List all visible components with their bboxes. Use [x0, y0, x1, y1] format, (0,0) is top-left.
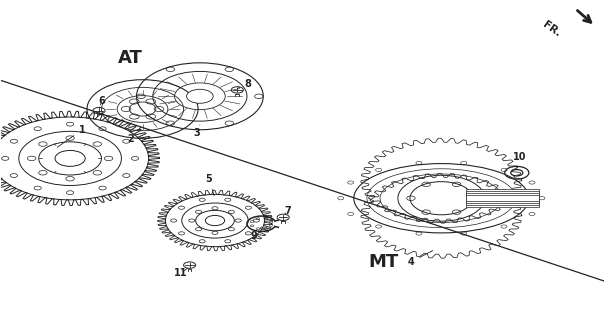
Circle shape: [129, 102, 156, 116]
Text: 10: 10: [513, 152, 526, 168]
Text: 11: 11: [174, 268, 188, 278]
Text: FR.: FR.: [540, 20, 562, 39]
Text: 2: 2: [127, 127, 141, 144]
Text: 7: 7: [284, 206, 291, 216]
Text: 1: 1: [57, 125, 85, 147]
Text: 9: 9: [251, 227, 261, 242]
Bar: [466, 195, 539, 201]
Bar: [466, 193, 539, 203]
Text: 6: 6: [99, 96, 105, 106]
Bar: [466, 191, 539, 205]
Bar: [466, 189, 539, 207]
Text: 4: 4: [408, 251, 433, 267]
Text: 5: 5: [206, 174, 214, 196]
Text: MT: MT: [369, 253, 399, 271]
Text: AT: AT: [118, 49, 143, 67]
Text: 8: 8: [237, 78, 252, 89]
Circle shape: [205, 215, 224, 226]
Circle shape: [55, 150, 85, 166]
Circle shape: [186, 89, 213, 103]
Text: 3: 3: [194, 125, 200, 138]
